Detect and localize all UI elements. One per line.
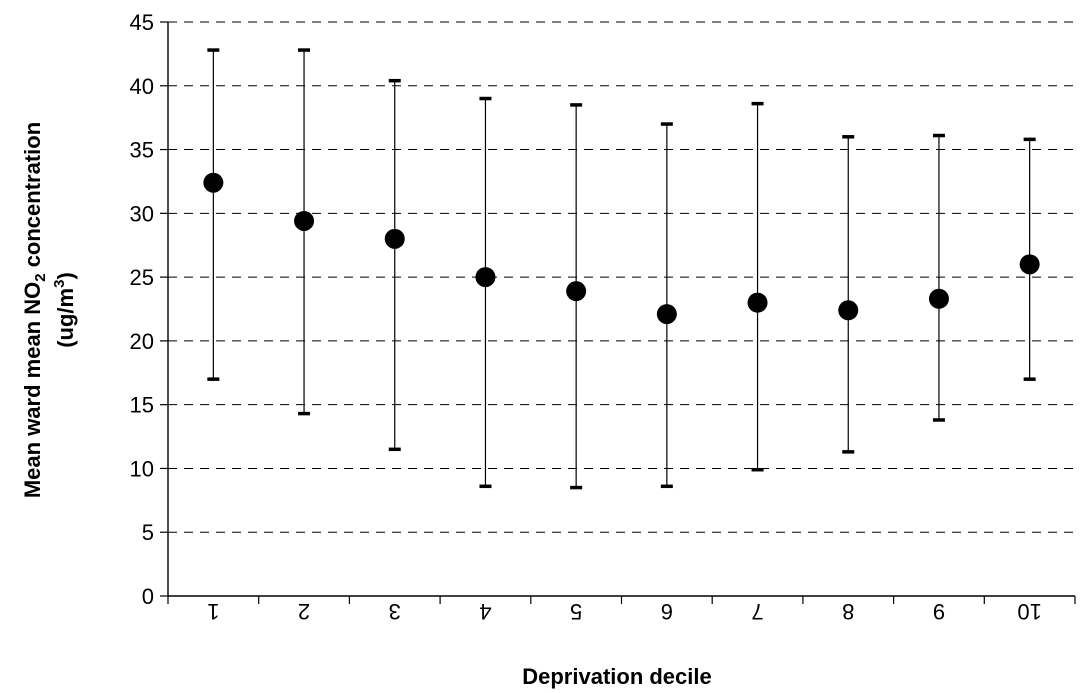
y-tick-label: 40	[130, 74, 154, 99]
data-points	[203, 172, 1040, 325]
data-point	[838, 300, 859, 321]
y-axis-title-subscript: 2	[32, 273, 49, 281]
error-bars	[207, 48, 1036, 490]
x-axis-ticks: 1 2 3 4 5 6 7 8 9 10	[167, 596, 1076, 624]
x-tick-label: 8	[842, 599, 854, 624]
x-tick-label: 3	[389, 599, 401, 624]
x-tick-label: 4	[479, 599, 491, 624]
x-tick-label: 6	[661, 599, 673, 624]
data-point	[294, 210, 315, 231]
y-tick-label: 20	[130, 329, 154, 354]
gridlines	[168, 21, 1075, 533]
data-point	[928, 288, 949, 309]
y-axis-title-line2-main: (ug/m	[53, 288, 78, 348]
y-tick-label: 30	[130, 201, 154, 226]
x-tick-label: 1	[207, 599, 219, 624]
data-point	[203, 172, 224, 193]
x-tick-label: 2	[298, 599, 310, 624]
y-axis-title-line1-end: concentration	[20, 122, 45, 274]
data-point	[656, 304, 677, 325]
y-tick-label: 35	[130, 138, 154, 163]
x-tick-label: 10	[1017, 599, 1041, 624]
x-tick-label: 9	[933, 599, 945, 624]
data-point	[384, 228, 405, 249]
y-axis-title: Mean ward mean NO2 concentration (ug/m3)	[20, 122, 78, 498]
y-axis-title-superscript: 3	[51, 280, 68, 288]
y-axis-title-line1-main: Mean ward mean NO	[20, 282, 45, 498]
y-tick-label: 45	[130, 10, 154, 35]
y-axis-title-line2-end: )	[53, 272, 78, 279]
x-tick-label: 5	[570, 599, 582, 624]
y-tick-label: 0	[142, 584, 154, 609]
data-point	[747, 292, 768, 313]
y-axis-ticks: 0 5 10 15 20 25 30 35 40 45	[130, 10, 168, 609]
x-axis-title: Deprivation decile	[522, 664, 712, 689]
svg-text:(ug/m3): (ug/m3)	[51, 272, 78, 348]
y-tick-label: 10	[130, 456, 154, 481]
y-tick-label: 25	[130, 265, 154, 290]
data-point	[475, 267, 496, 288]
data-point	[1019, 254, 1040, 275]
svg-text:Mean ward mean NO2 concentrati: Mean ward mean NO2 concentration	[20, 122, 49, 498]
data-point	[566, 281, 587, 302]
x-tick-label: 7	[751, 599, 763, 624]
y-tick-label: 15	[130, 393, 154, 418]
y-tick-label: 5	[142, 520, 154, 545]
